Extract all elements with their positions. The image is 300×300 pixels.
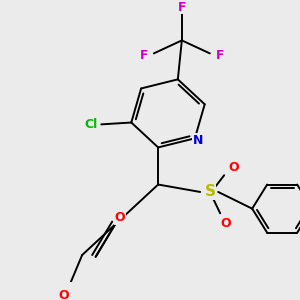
Text: O: O — [229, 161, 239, 174]
Text: O: O — [59, 289, 70, 300]
Text: F: F — [216, 49, 224, 62]
Text: Cl: Cl — [85, 118, 98, 131]
Text: S: S — [205, 184, 216, 200]
Text: O: O — [115, 212, 125, 224]
Text: F: F — [140, 49, 148, 62]
Text: N: N — [193, 134, 203, 147]
Text: F: F — [178, 1, 186, 13]
Text: O: O — [221, 217, 232, 230]
